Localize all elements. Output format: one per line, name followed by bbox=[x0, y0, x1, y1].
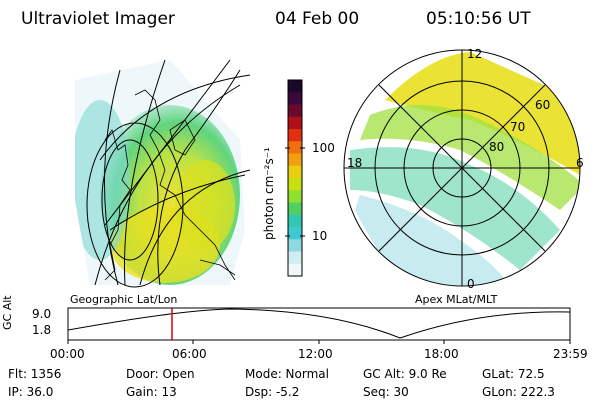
timeline-ylabel: GC Alt bbox=[1, 295, 14, 330]
colorbar-segment bbox=[288, 239, 302, 252]
mlat-label-70: 70 bbox=[510, 120, 526, 134]
instrument-title: Ultraviolet Imager bbox=[21, 9, 175, 29]
colorbar-segment bbox=[288, 129, 302, 142]
timeline-plot bbox=[67, 307, 571, 344]
colorbar-segment bbox=[288, 263, 302, 277]
polar-plot-label: Apex MLat/MLT bbox=[415, 293, 498, 306]
geographic-map bbox=[75, 59, 251, 288]
colorbar-segment bbox=[288, 190, 302, 203]
colorbar-segment bbox=[288, 116, 302, 130]
mlat-label-80: 80 bbox=[489, 140, 505, 154]
info-glon: GLon: 222.3 bbox=[482, 385, 555, 399]
colorbar-segment bbox=[288, 214, 302, 228]
colorbar-segment bbox=[288, 202, 302, 216]
info-door: Door: Open bbox=[126, 367, 195, 381]
timeline-ytick-bottom: 1.8 bbox=[32, 323, 52, 337]
info-seq: Seq: 30 bbox=[363, 385, 409, 399]
colorbar bbox=[287, 79, 303, 277]
info-gcalt: GC Alt: 9.0 Re bbox=[363, 367, 447, 381]
timeline-ytick-top: 9.0 bbox=[32, 307, 52, 321]
colorbar-border bbox=[287, 79, 303, 277]
colorbar-segment bbox=[288, 141, 302, 154]
colorbar-segment bbox=[288, 80, 302, 93]
colorbar-unit-label: photon cm⁻²s⁻¹ bbox=[262, 147, 276, 240]
timeline-xtick-0: 00:00 bbox=[50, 347, 85, 361]
info-glat: GLat: 72.5 bbox=[482, 367, 545, 381]
timeline-xtick-4: 23:59 bbox=[553, 347, 588, 361]
colorbar-segment bbox=[288, 227, 302, 240]
colorbar-tick-10: 10 bbox=[312, 229, 328, 243]
geographic-map-label: Geographic Lat/Lon bbox=[70, 293, 178, 306]
info-gain: Gain: 13 bbox=[126, 385, 177, 399]
colorbar-segment bbox=[288, 104, 302, 118]
mlt-label-12: 12 bbox=[467, 47, 483, 61]
mlat-label-60: 60 bbox=[535, 98, 551, 112]
info-dsp: Dsp: -5.2 bbox=[245, 385, 300, 399]
mlt-label-0: 0 bbox=[467, 277, 475, 291]
mlt-label-6: 6 bbox=[576, 156, 584, 170]
timeline-xtick-2: 12:00 bbox=[298, 347, 333, 361]
colorbar-ticks bbox=[285, 147, 305, 237]
colorbar-segment bbox=[288, 178, 302, 191]
info-mode: Mode: Normal bbox=[245, 367, 329, 381]
timeline-xtick-1: 06:00 bbox=[172, 347, 207, 361]
colorbar-segment bbox=[288, 153, 302, 167]
colorbar-tick-100: 100 bbox=[312, 141, 335, 155]
mlt-label-18: 18 bbox=[347, 156, 363, 170]
polar-plot bbox=[343, 49, 581, 287]
colorbar-segment bbox=[288, 92, 302, 105]
colorbar-segment bbox=[288, 251, 302, 265]
info-ip: IP: 36.0 bbox=[8, 385, 54, 399]
info-flt: Flt: 1356 bbox=[8, 367, 62, 381]
colorbar-segment bbox=[288, 165, 302, 179]
date-label: 04 Feb 00 bbox=[275, 9, 360, 29]
time-label: 05:10:56 UT bbox=[426, 9, 531, 29]
timeline-xtick-3: 18:00 bbox=[424, 347, 459, 361]
